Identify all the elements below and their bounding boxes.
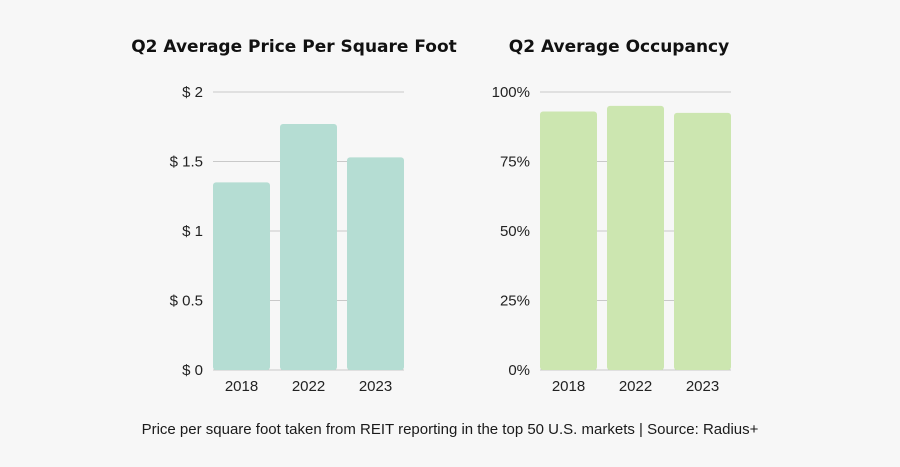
occupancy-chart: Q2 Average Occupancy 0% 25% 50% 75% 100% 2018… [492,37,731,395]
x-tick-label: 2018 [552,378,585,395]
chart-title: Q2 Average Price Per Square Foot [131,37,457,57]
bar-2018 [540,111,597,371]
y-tick-label: $ 2 [182,84,203,101]
source-caption: Price per square foot taken from REIT re… [141,421,759,438]
y-tick-label: 100% [492,84,530,101]
bar-2023 [674,112,731,370]
x-tick-label: 2022 [619,378,652,395]
y-tick-label: $ 0.5 [170,293,203,310]
y-tick-label: 50% [500,223,530,240]
price-per-sqft-chart: Q2 Average Price Per Square Foot $ 0 $ 0.… [131,37,457,395]
y-tick-label: 25% [500,293,530,310]
chart-title: Q2 Average Occupancy [509,37,729,57]
x-tick-label: 2018 [225,378,258,395]
y-tick-label: 0% [508,362,530,379]
y-tick-label: 75% [500,154,530,171]
bar-2022 [607,105,664,371]
x-tick-label: 2022 [292,378,325,395]
x-tick-label: 2023 [686,378,719,395]
bar-2023 [347,157,404,370]
bar-2018 [213,182,270,370]
bar-2022 [280,123,337,370]
x-tick-label: 2023 [359,378,392,395]
y-tick-label: $ 1.5 [170,154,203,171]
y-tick-label: $ 1 [182,223,203,240]
y-tick-label: $ 0 [182,362,203,379]
